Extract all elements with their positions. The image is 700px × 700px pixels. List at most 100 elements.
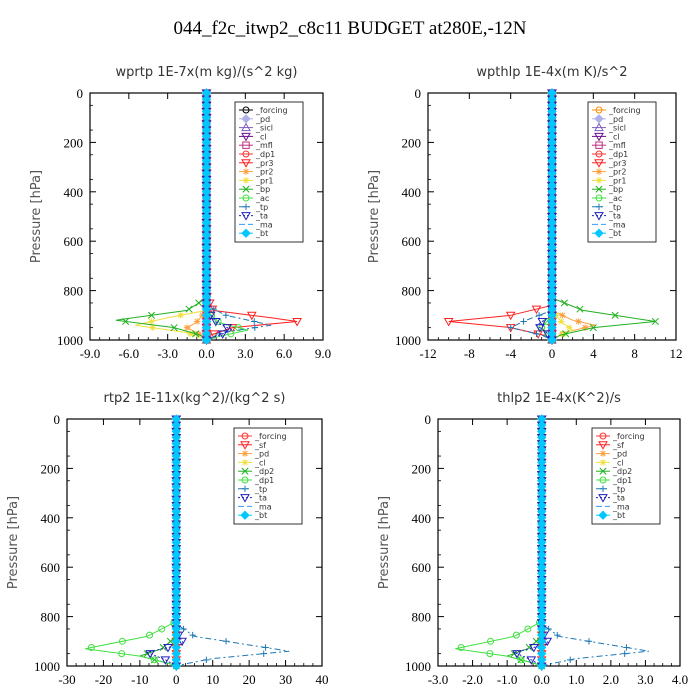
series-group xyxy=(115,87,302,346)
legend-label: _ma xyxy=(612,502,630,511)
series-marker_pr2 xyxy=(183,324,191,331)
y-tick-label: 200 xyxy=(64,135,84,150)
series-marker_dp1 xyxy=(118,637,126,645)
legend-marker xyxy=(241,459,249,466)
x-tick-label: 12 xyxy=(670,346,683,361)
legend-label: _sicl xyxy=(255,124,273,133)
series-marker_tp xyxy=(260,650,267,657)
legend-label: _dp1 xyxy=(255,150,275,159)
legend-marker xyxy=(241,159,251,168)
legend-marker xyxy=(242,106,250,114)
legend: _forcing_sf_pd_cl_dp2_dp1_tp_ta_ma_bt xyxy=(233,427,303,525)
legend-marker xyxy=(598,441,608,450)
series-marker_dp1 xyxy=(87,643,95,651)
legend-label: _pd xyxy=(608,115,623,124)
series-marker_bp xyxy=(185,305,193,313)
y-tick-label: 1000 xyxy=(34,659,60,674)
legend-label: _forcing xyxy=(255,106,288,115)
series-marker_pr3 xyxy=(443,317,454,327)
legend-marker xyxy=(594,228,604,238)
x-tick-label: 3.0 xyxy=(637,672,653,687)
legend-marker xyxy=(242,194,250,202)
legend-marker xyxy=(240,441,250,450)
y-tick-label: 1000 xyxy=(57,333,83,348)
y-tick-label: 600 xyxy=(41,560,61,575)
y-tick-label: 400 xyxy=(402,185,422,200)
legend-label: _pr3 xyxy=(608,159,626,168)
legend-label: _ta xyxy=(608,212,621,221)
legend-marker xyxy=(241,122,251,132)
y-tick-label: 0 xyxy=(425,412,432,427)
legend-marker xyxy=(595,106,603,114)
budget-panel-4: thlp2 1E-4x(K^2)/s Pressure [hPa] -3.0 -2.0… xyxy=(377,391,688,687)
legend-label: _cl xyxy=(255,132,267,141)
series-marker_dp2 xyxy=(159,643,167,652)
legend-marker xyxy=(241,132,251,142)
y-tick-label: 800 xyxy=(412,610,432,625)
legend-marker xyxy=(599,485,607,492)
legend-marker xyxy=(242,177,250,184)
series-marker_pr1 xyxy=(187,330,194,338)
legend-label: _mfl xyxy=(255,141,273,150)
x-tick-label: 4 xyxy=(590,346,597,361)
series-marker_tp xyxy=(623,644,630,651)
legend-marker xyxy=(599,432,607,440)
y-axis-label: Pressure [hPa] xyxy=(367,170,382,263)
legend-marker xyxy=(594,122,604,132)
x-tick-label: -30 xyxy=(58,672,75,687)
legend-label: _mfl xyxy=(608,141,626,150)
y-axis-label: Pressure [hPa] xyxy=(29,170,44,263)
legend-label: _pr1 xyxy=(255,176,273,185)
series-marker_tp xyxy=(251,318,258,325)
series-marker_bp xyxy=(589,324,597,332)
x-tick-label: 0 xyxy=(173,672,180,687)
legend-marker xyxy=(595,177,603,184)
legend-label: _ac xyxy=(255,194,269,203)
series-group xyxy=(455,414,649,672)
legend-marker xyxy=(595,168,603,175)
series-marker_pr2 xyxy=(559,312,566,319)
x-tick-label: -9.0 xyxy=(80,346,101,361)
series-marker_pr2 xyxy=(575,318,582,325)
legend-label: _sicl xyxy=(608,124,626,133)
legend-label: _bt xyxy=(608,229,621,238)
legend: _forcing_sf_pd_cl_dp2_dp1_tp_ta_ma_bt xyxy=(591,427,661,525)
legend-label: _forcing xyxy=(612,432,645,441)
x-tick-label: 9.0 xyxy=(315,346,331,361)
x-tick-label: -1.0 xyxy=(497,672,518,687)
series-marker_ta xyxy=(537,317,548,327)
legend-label: _dp1 xyxy=(254,476,274,485)
series-marker_pr1 xyxy=(558,318,565,325)
series-marker_pr3 xyxy=(292,317,302,327)
y-axis-label: Pressure [hPa] xyxy=(6,496,21,589)
legend-marker xyxy=(595,203,603,210)
panel-title: wpthlp 1E-4x(m K)/s^2 xyxy=(476,65,627,80)
series-marker_dp1 xyxy=(146,631,154,639)
series-marker_tp xyxy=(222,312,230,319)
x-tick-label: 6.0 xyxy=(276,346,292,361)
series-marker_tp xyxy=(180,625,187,633)
legend-marker xyxy=(242,141,250,149)
legend-marker xyxy=(595,185,603,193)
series-marker_tp xyxy=(251,324,259,331)
series-line_dp1 xyxy=(85,419,177,667)
legend-marker xyxy=(594,159,604,168)
series-marker_dp1 xyxy=(517,656,525,664)
series-marker_tp xyxy=(507,324,514,331)
series-marker_bp xyxy=(122,317,130,326)
legend-label: _forcing xyxy=(608,106,641,115)
budget-panel-2: wpthlp 1E-4x(m K)/s^2 Pressure [hPa] -12 -8… xyxy=(367,65,683,361)
series-marker_bp xyxy=(192,330,200,338)
legend-marker xyxy=(240,494,250,503)
legend: _forcing_pd_sicl_cl_mfl_dp1_pr3_pr2_pr1_… xyxy=(234,101,304,243)
series-marker_ta xyxy=(210,317,221,327)
series-marker_tp xyxy=(262,644,269,651)
legend-marker xyxy=(241,467,249,475)
series-marker_bp xyxy=(560,299,568,307)
y-tick-label: 800 xyxy=(41,610,61,625)
y-tick-label: 800 xyxy=(64,284,84,299)
x-tick-label: 1.0 xyxy=(568,672,584,687)
legend-label: _bp xyxy=(608,185,623,194)
legend-label: _tp xyxy=(254,485,267,494)
x-tick-label: -3.0 xyxy=(157,346,178,361)
